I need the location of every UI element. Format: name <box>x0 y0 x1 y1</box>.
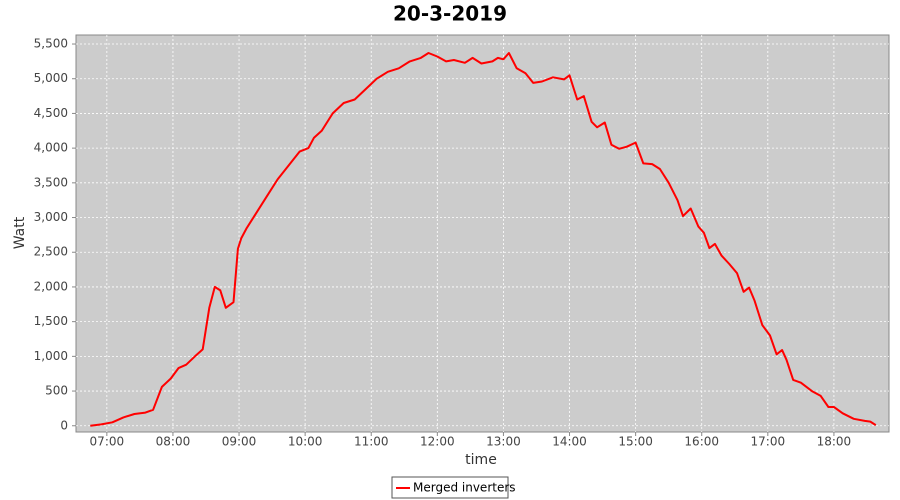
x-tick-label: 14:00 <box>552 435 587 449</box>
x-tick-label: 12:00 <box>420 435 455 449</box>
y-tick-label: 3,000 <box>34 210 68 224</box>
y-tick-label: 5,500 <box>34 37 68 51</box>
x-axis-label: time <box>465 452 497 468</box>
x-tick-label: 15:00 <box>618 435 653 449</box>
y-tick-label: 500 <box>45 384 68 398</box>
x-tick-label: 18:00 <box>817 435 852 449</box>
legend-label: Merged inverters <box>413 481 516 495</box>
x-tick-label: 09:00 <box>222 435 257 449</box>
x-tick-label: 17:00 <box>751 435 786 449</box>
y-tick-label: 4,500 <box>34 106 68 120</box>
x-tick-label: 08:00 <box>156 435 191 449</box>
y-axis-label: Watt <box>12 216 28 249</box>
line-series <box>90 52 877 427</box>
x-tick-label: 16:00 <box>684 435 719 449</box>
y-tick-label: 2,500 <box>34 245 68 259</box>
x-tick-label: 07:00 <box>90 435 125 449</box>
y-tick-label: 2,000 <box>34 279 68 293</box>
y-tick-label: 1,000 <box>34 349 68 363</box>
x-tick-label: 11:00 <box>354 435 389 449</box>
plot-area <box>75 34 890 433</box>
legend-box <box>391 476 509 499</box>
y-tick-label: 1,500 <box>34 314 68 328</box>
y-tick-label: 5,000 <box>34 71 68 85</box>
y-tick-label: 0 <box>60 418 68 432</box>
chart-title: 20-3-2019 <box>393 2 507 26</box>
legend: Merged inverters <box>391 476 516 499</box>
x-tick-label: 10:00 <box>288 435 323 449</box>
x-tick-label: 13:00 <box>486 435 521 449</box>
y-tick-label: 3,500 <box>34 175 68 189</box>
y-tick-label: 4,000 <box>34 141 68 155</box>
